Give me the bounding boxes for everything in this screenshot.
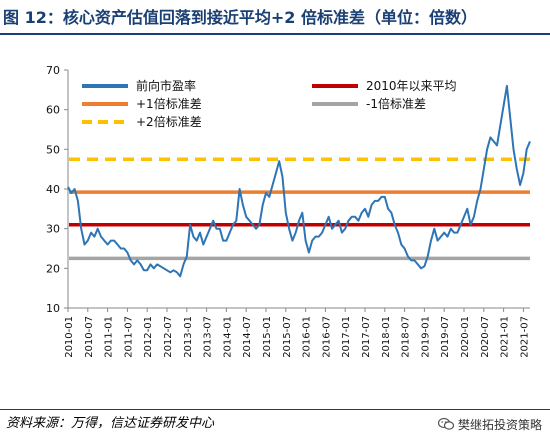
watermark-text: 樊继拓投资策略	[457, 417, 542, 432]
chart-legend: 前向市盈率 2010年以来平均 +1倍标准差 -1倍标准差 +2倍标准差	[82, 78, 457, 129]
y-tick-label: 70	[46, 64, 60, 77]
y-tick-label: 10	[46, 302, 60, 315]
forward-pe-line	[67, 84, 531, 278]
x-tick-label: 2019-07	[440, 316, 451, 358]
y-tick-label: 50	[46, 143, 60, 156]
x-tick-label: 2017-07	[361, 316, 372, 358]
x-tick-label: 2018-01	[381, 316, 392, 358]
x-tick-label: 2020-01	[460, 316, 471, 358]
y-tick-label: 30	[46, 223, 60, 236]
x-tick-label: 2020-07	[480, 316, 491, 358]
title-divider	[0, 33, 550, 35]
legend-label: +2倍标准差	[136, 114, 202, 129]
legend-label: 2010年以来平均	[366, 79, 457, 93]
forward-pe-line-group	[67, 84, 531, 278]
y-tick-label: 40	[46, 183, 60, 196]
y-tick-label: 60	[46, 104, 60, 117]
x-tick-label: 2013-01	[183, 316, 194, 358]
x-tick-label: 2016-01	[302, 316, 313, 358]
x-tick-label: 2012-01	[143, 316, 154, 358]
watermark: 樊继拓投资策略	[437, 414, 542, 434]
x-tick-label: 2011-01	[104, 316, 115, 358]
source-note: 资料来源：万得，信达证券研发中心	[6, 416, 215, 431]
x-tick-label: 2016-07	[321, 316, 332, 358]
x-tick-label: 2012-07	[163, 316, 174, 358]
legend-label: +1倍标准差	[136, 96, 202, 111]
y-axis-ticks: 10 20 30 40 50 60 70	[46, 64, 68, 315]
x-tick-label: 2014-07	[242, 316, 253, 358]
y-tick-label: 20	[46, 262, 60, 275]
x-tick-label: 2014-01	[222, 316, 233, 358]
x-tick-label: 2015-07	[282, 316, 293, 358]
x-tick-label: 2018-07	[401, 316, 412, 358]
source-divider	[0, 409, 550, 410]
pe-valuation-chart: 前向市盈率 2010年以来平均 +1倍标准差 -1倍标准差 +2倍标准差 10 20 30 4…	[46, 64, 531, 358]
x-tick-label: 2019-01	[420, 316, 431, 358]
x-tick-label: 2011-07	[123, 316, 134, 358]
legend-label: 前向市盈率	[136, 78, 196, 93]
reference-lines	[69, 157, 530, 261]
x-tick-label: 2013-07	[203, 316, 214, 358]
x-tick-label: 2010-01	[64, 316, 75, 358]
figure-title: 图 12：核心资产估值回落到接近平均+2 倍标准差（单位：倍数）	[3, 8, 477, 27]
legend-label: -1倍标准差	[366, 96, 426, 111]
x-axis-ticks: 2010-01 2010-07 2011-01 2011-07 2012-01 2012-…	[64, 308, 530, 358]
x-tick-label: 2010-07	[84, 316, 95, 358]
x-tick-label: 2015-01	[262, 316, 273, 358]
x-tick-label: 2021-07	[519, 316, 530, 358]
x-tick-label: 2021-01	[500, 316, 511, 358]
x-tick-label: 2017-01	[341, 316, 352, 358]
wechat-icon	[437, 417, 454, 430]
